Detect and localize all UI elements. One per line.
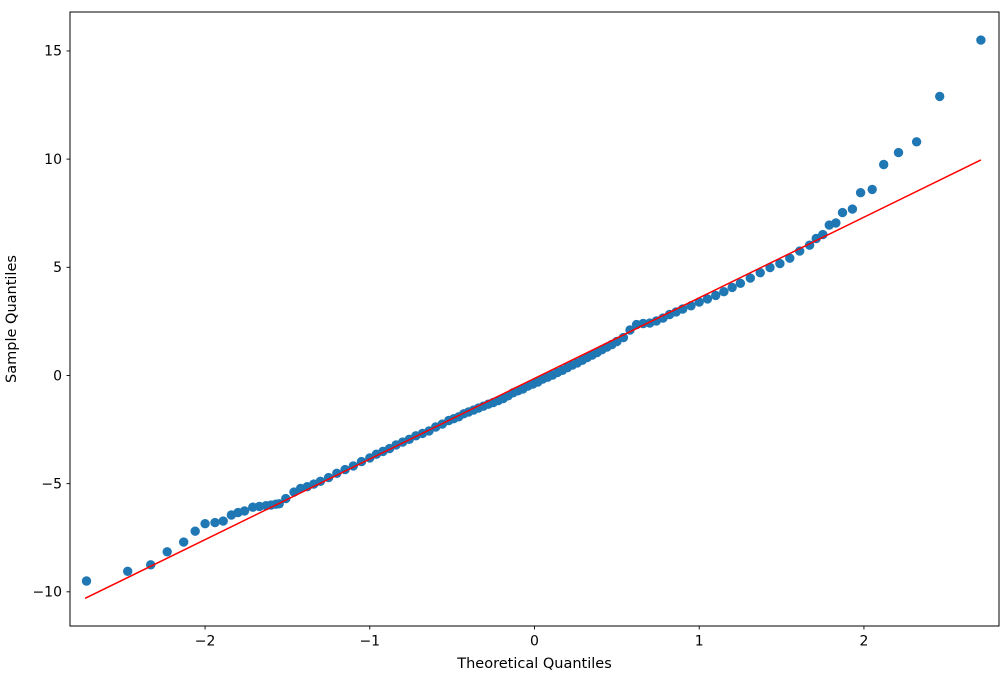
data-point — [179, 537, 189, 547]
data-point — [745, 273, 755, 283]
data-point — [218, 516, 228, 526]
x-tick-label: −1 — [359, 634, 380, 650]
data-point — [785, 253, 795, 263]
y-tick-label: 10 — [44, 152, 62, 168]
x-tick-label: −2 — [195, 634, 216, 650]
y-tick-label: −10 — [32, 585, 62, 601]
y-tick-label: 5 — [53, 260, 62, 276]
y-tick-label: 0 — [53, 368, 62, 384]
reference-line-layer — [84, 159, 982, 599]
axis-labels: Theoretical Quantiles Sample Quantiles — [4, 255, 612, 672]
reference-line — [84, 159, 982, 599]
data-point — [911, 137, 922, 147]
y-axis-label: Sample Quantiles — [4, 255, 20, 383]
data-point — [162, 547, 172, 557]
data-point — [81, 576, 92, 586]
x-axis-label: Theoretical Quantiles — [456, 656, 612, 672]
data-point — [847, 204, 858, 214]
data-point — [765, 262, 775, 273]
data-point — [976, 35, 986, 45]
data-point — [190, 526, 200, 536]
x-tick-label: 0 — [530, 634, 539, 650]
data-point — [123, 566, 133, 576]
data-point — [200, 519, 210, 529]
data-point — [935, 91, 945, 102]
data-point — [719, 287, 729, 297]
data-point — [855, 188, 866, 198]
data-point — [702, 294, 713, 304]
data-point — [711, 290, 721, 301]
x-tick-label: 1 — [695, 634, 704, 650]
data-point — [831, 218, 841, 228]
data-point — [867, 184, 877, 195]
data-point — [837, 207, 848, 218]
y-tick-label: 15 — [44, 44, 62, 60]
data-point — [775, 258, 785, 269]
data-point — [727, 282, 737, 293]
data-point — [210, 517, 220, 528]
data-point — [239, 506, 250, 516]
x-tick-label: 2 — [859, 634, 868, 650]
data-point — [893, 147, 904, 158]
y-tick-label: −5 — [41, 476, 62, 492]
data-point — [735, 278, 746, 288]
data-point — [795, 246, 805, 256]
data-point — [755, 268, 765, 278]
data-point — [879, 159, 889, 170]
